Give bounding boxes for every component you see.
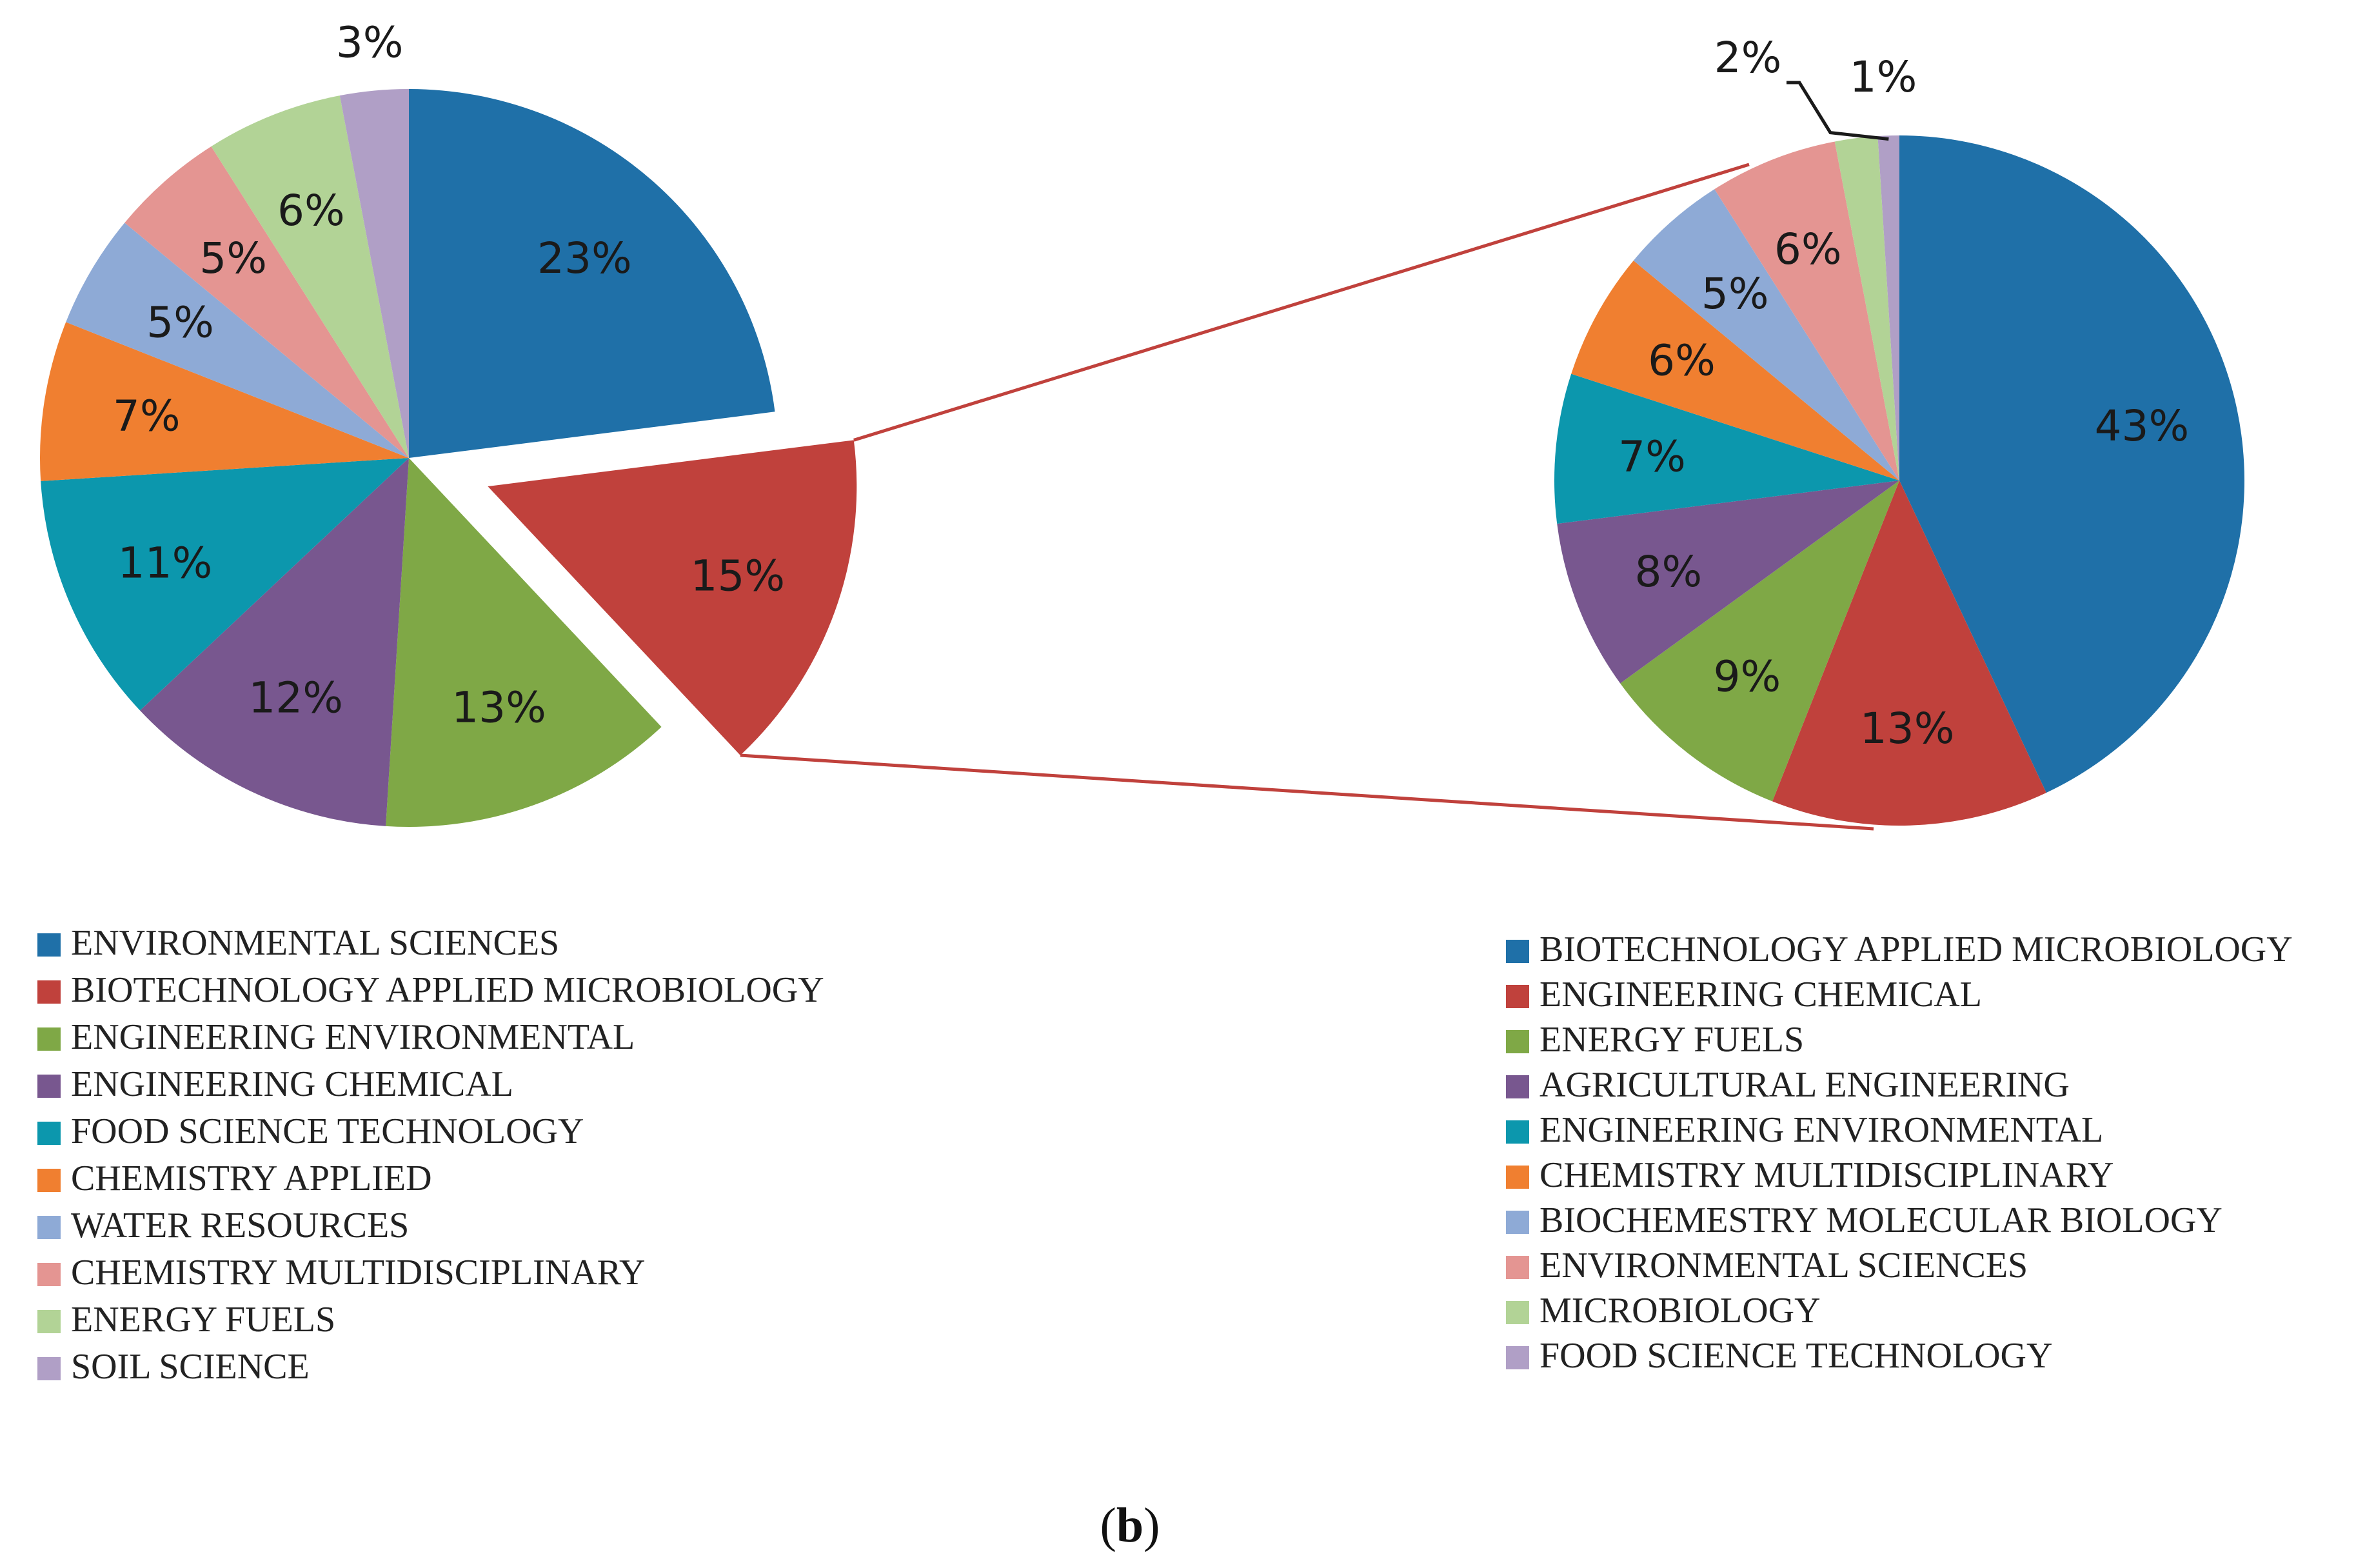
right-pie-chart: 43%13%9%8%7%6%5%6%2% 1% <box>1554 33 2245 826</box>
pie-slice-food-science-technology <box>1877 135 1899 481</box>
pie-label-microbiology: 2% <box>1714 33 1782 83</box>
left-legend: ENVIRONMENTAL SCIENCES BIOTECHNOLOGY APPL… <box>37 923 824 1387</box>
pie-label-chemistry-applied: 7% <box>113 392 181 441</box>
legend-label-biochemestry-molecular-biology: BIOCHEMESTRY MOLECULAR BIOLOGY <box>1539 1200 2222 1240</box>
pie-label-biotechnology-applied-microbiology: 43% <box>2095 401 2190 451</box>
pie-slice-environmental-sciences <box>409 89 775 458</box>
legend-label-energy-fuels: ENERGY FUELS <box>71 1300 335 1340</box>
pie-slice-soil-science <box>339 89 409 458</box>
pie-slice-chemistry-multidisciplinary <box>1571 260 1899 481</box>
legend-label-biotechnology-applied-microbiology: BIOTECHNOLOGY APPLIED MICROBIOLOGY <box>1539 929 2293 969</box>
pie-label-biochemestry-molecular-biology: 5% <box>1701 269 1769 319</box>
legend-swatch-energy-fuels <box>1506 1030 1529 1053</box>
pie-slice-engineering-chemical <box>140 458 409 826</box>
legend-swatch-engineering-environmental <box>37 1027 61 1051</box>
pie-slice-energy-fuels <box>1620 481 1899 802</box>
legend-label-chemistry-multidisciplinary: CHEMISTRY MULTIDISCIPLINARY <box>71 1253 645 1293</box>
legend-swatch-biotechnology-applied-microbiology <box>37 980 61 1004</box>
pie-slice-engineering-environmental <box>1554 373 1899 524</box>
pie-slice-water-resources <box>66 223 409 458</box>
legend-label-engineering-environmental: ENGINEERING ENVIRONMENTAL <box>71 1017 635 1057</box>
pie-label-biotechnology-applied-microbiology: 15% <box>690 551 785 601</box>
legend-label-environmental-sciences: ENVIRONMENTAL SCIENCES <box>1539 1245 2028 1285</box>
legend-swatch-chemistry-applied <box>37 1169 61 1192</box>
pie-label-chemistry-multidisciplinary: 6% <box>1648 335 1716 385</box>
pie-label-engineering-chemical: 13% <box>1860 704 1955 753</box>
legend-label-chemistry-applied: CHEMISTRY APPLIED <box>71 1158 432 1198</box>
pie-slice-environmental-sciences <box>1714 141 1899 481</box>
pie-label-soil-science: 3% <box>336 18 404 68</box>
pie-label-chemistry-multidisciplinary: 5% <box>199 233 267 283</box>
legend-swatch-environmental-sciences <box>37 933 61 957</box>
pie-slice-food-science-technology <box>41 458 409 711</box>
legend-swatch-soil-science <box>37 1357 61 1380</box>
legend-label-engineering-chemical: ENGINEERING CHEMICAL <box>1539 975 1982 1015</box>
legend-swatch-food-science-technology <box>37 1122 61 1145</box>
legend-label-biotechnology-applied-microbiology: BIOTECHNOLOGY APPLIED MICROBIOLOGY <box>71 970 824 1010</box>
legend-swatch-chemistry-multidisciplinary <box>37 1263 61 1286</box>
legend-swatch-water-resources <box>37 1216 61 1239</box>
legend-label-soil-science: SOIL SCIENCE <box>71 1347 310 1387</box>
pie-label-food-science-technology: 1% <box>1850 52 1917 102</box>
legend-swatch-engineering-chemical <box>37 1075 61 1098</box>
legend-label-agricultural-engineering: AGRICULTURAL ENGINEERING <box>1539 1065 2070 1105</box>
pie-label-engineering-chemical: 12% <box>248 673 343 723</box>
pie-slice-biotechnology-applied-microbiology <box>1899 135 2245 793</box>
legend-label-engineering-environmental: ENGINEERING ENVIRONMENTAL <box>1539 1110 2103 1150</box>
pie-slice-biochemestry-molecular-biology <box>1633 189 1899 481</box>
legend-label-engineering-chemical: ENGINEERING CHEMICAL <box>71 1064 513 1104</box>
connector-line-top <box>853 163 1750 442</box>
legend-swatch-environmental-sciences <box>1506 1256 1529 1279</box>
pie-label-water-resources: 5% <box>146 297 214 347</box>
legend-swatch-agricultural-engineering <box>1506 1075 1529 1098</box>
legend-swatch-engineering-environmental <box>1506 1120 1529 1144</box>
pie-slice-chemistry-multidisciplinary <box>124 146 409 458</box>
legend-label-microbiology: MICROBIOLOGY <box>1539 1291 1821 1331</box>
pie-slice-biotechnology-applied-microbiology <box>488 440 857 756</box>
caption: (b) <box>1100 1498 1160 1553</box>
caption-letter: b <box>1116 1498 1143 1553</box>
legend-swatch-food-science-technology <box>1506 1346 1529 1369</box>
legend-label-chemistry-multidisciplinary: CHEMISTRY MULTIDISCIPLINARY <box>1539 1155 2113 1195</box>
pie-label-engineering-environmental: 7% <box>1618 432 1686 482</box>
leader-line-food-science-technology <box>1787 81 1889 141</box>
zoom-connector-lines <box>740 163 1874 831</box>
legend-swatch-energy-fuels <box>37 1310 61 1333</box>
legend-label-water-resources: WATER RESOURCES <box>71 1206 409 1245</box>
pie-slice-engineering-environmental <box>386 458 662 827</box>
pie-slice-microbiology <box>1834 136 1899 481</box>
right-legend: BIOTECHNOLOGY APPLIED MICROBIOLOGY ENGINE… <box>1506 929 2293 1376</box>
pie-label-environmental-sciences: 23% <box>537 233 632 283</box>
connector-line-bottom <box>740 753 1874 831</box>
legend-swatch-chemistry-multidisciplinary <box>1506 1166 1529 1189</box>
pie-label-environmental-sciences: 6% <box>1774 224 1842 274</box>
legend-swatch-microbiology <box>1506 1301 1529 1324</box>
pie-slice-engineering-chemical <box>1772 481 2046 826</box>
legend-swatch-biotechnology-applied-microbiology <box>1506 940 1529 963</box>
pie-label-energy-fuels: 9% <box>1714 651 1781 701</box>
pie-label-energy-fuels: 6% <box>277 186 345 235</box>
legend-label-environmental-sciences: ENVIRONMENTAL SCIENCES <box>71 923 559 963</box>
legend-label-food-science-technology: FOOD SCIENCE TECHNOLOGY <box>71 1111 584 1151</box>
pie-slice-energy-fuels <box>211 95 409 458</box>
pie-label-agricultural-engineering: 8% <box>1634 547 1702 597</box>
pie-slice-agricultural-engineering <box>1557 481 1899 684</box>
legend-swatch-engineering-chemical <box>1506 985 1529 1008</box>
pie-label-engineering-environmental: 13% <box>451 682 546 732</box>
pie-slice-chemistry-applied <box>39 322 409 481</box>
legend-label-food-science-technology: FOOD SCIENCE TECHNOLOGY <box>1539 1336 2052 1376</box>
pie-label-food-science-technology: 11% <box>118 539 213 588</box>
left-pie-chart: 23%15%13%12%11%7%5%5%6%3% <box>39 18 857 827</box>
legend-swatch-biochemestry-molecular-biology <box>1506 1211 1529 1234</box>
legend-label-energy-fuels: ENERGY FUELS <box>1539 1020 1804 1060</box>
